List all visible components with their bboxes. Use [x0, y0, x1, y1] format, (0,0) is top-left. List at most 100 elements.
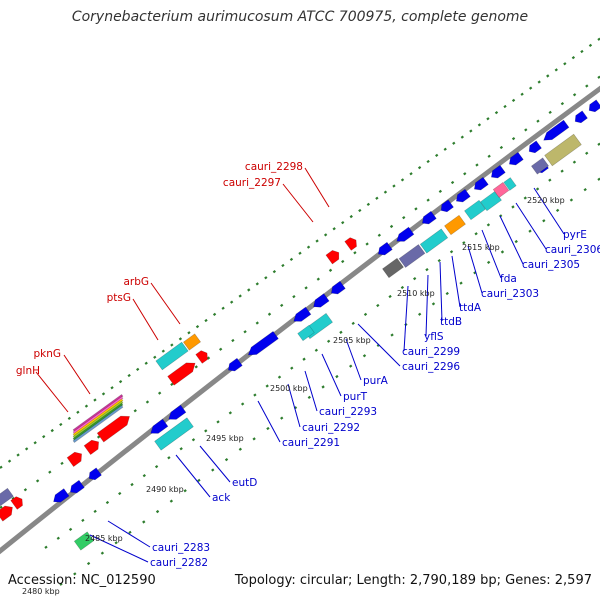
pink-feature [492, 182, 510, 198]
kbp-label: 2515 kbp [462, 243, 500, 252]
tick-mark [73, 572, 77, 576]
tick-mark [450, 180, 455, 185]
tick-mark [563, 62, 567, 66]
tick-mark [272, 269, 277, 274]
tick-mark [326, 339, 331, 343]
tick-mark [328, 268, 333, 272]
reverse-cds-feature-shape [574, 110, 588, 124]
tick-mark [341, 221, 345, 225]
tick-mark [474, 232, 478, 236]
tick-mark [224, 458, 229, 462]
cyan-feature-shape [503, 177, 517, 191]
forward-cds-feature-shape [325, 250, 340, 265]
tick-mark [437, 259, 441, 263]
leader-line [467, 245, 483, 294]
tick-mark [560, 101, 565, 106]
tick-mark [514, 239, 518, 244]
reverse-cds-feature-shape [543, 119, 570, 141]
accession-text: Accession: NC_012590 [8, 573, 156, 588]
tick-mark [546, 74, 550, 78]
reverse-cds-feature-shape [150, 418, 169, 434]
tick-mark [554, 68, 558, 72]
tick-mark [170, 343, 174, 347]
slate-feature [0, 487, 14, 507]
tick-mark [67, 416, 72, 420]
tick-mark [81, 518, 85, 523]
leader-line [425, 274, 429, 337]
tick-mark [255, 321, 259, 325]
leader-line [304, 370, 318, 412]
reverse-cds-feature [543, 119, 570, 141]
reverse-cds-feature [490, 164, 506, 179]
reverse-cds-feature [88, 467, 102, 481]
leader-line [35, 371, 69, 413]
leader-line [175, 454, 211, 498]
leader-line [499, 215, 524, 265]
kbp-label: 2510 kbp [397, 289, 435, 298]
leader-line [107, 520, 151, 548]
reverse-cds-feature [313, 293, 330, 308]
gene-label-pyrE: pyrE [563, 229, 587, 241]
tick-mark [413, 276, 417, 281]
leader-line [287, 383, 301, 428]
tick-mark [392, 184, 396, 188]
tick-mark [93, 509, 97, 514]
tick-mark [365, 242, 369, 246]
cyan-feature [419, 228, 449, 254]
kbp-label: 2505 kbp [333, 336, 371, 345]
tick-mark [42, 435, 46, 439]
tick-mark [528, 229, 532, 233]
tick-mark [414, 207, 418, 211]
forward-cds-feature-shape [66, 451, 82, 467]
forward-cds-feature [167, 362, 196, 386]
gene-label-ttdB: ttdB [440, 316, 462, 328]
tick-mark [170, 382, 174, 387]
forward-cds-feature [10, 496, 23, 510]
tick-mark [572, 93, 577, 97]
tick-mark [267, 312, 272, 316]
striped-feature [72, 394, 124, 432]
tick-mark [449, 250, 454, 254]
tick-mark [353, 251, 357, 255]
reverse-cds-feature [508, 151, 524, 166]
tick-mark [560, 169, 564, 173]
gene-label-eutD: eutD [232, 477, 257, 489]
tick-mark [280, 303, 284, 308]
tick-mark [153, 355, 157, 359]
leader-line [439, 261, 443, 322]
gene-label-fda: fda [500, 273, 517, 285]
tick-mark [585, 151, 589, 155]
labels-layer: glnH pknG ptsG arbG cauri_2297 cauri_2298caur… [16, 161, 600, 596]
gene-label-cauri_2303: cauri_2303 [481, 288, 539, 300]
tick-mark [351, 321, 355, 325]
tick-mark [528, 86, 533, 90]
tick-mark [363, 312, 368, 317]
tick-mark [289, 257, 294, 261]
leader-line [321, 353, 342, 397]
cyan-feature [297, 324, 315, 342]
khaki-feature-shape [544, 133, 582, 167]
tick-mark [425, 267, 429, 272]
green-feature [73, 531, 95, 551]
reverse-cds-feature [421, 210, 437, 225]
tick-mark [349, 214, 353, 219]
striped-feature [72, 396, 124, 435]
slate-feature-shape [0, 487, 14, 507]
gene-label-cauri_2305: cauri_2305 [522, 259, 580, 271]
reverse-cds-feature-shape [227, 357, 243, 372]
tick-mark [219, 347, 223, 351]
tick-mark [298, 251, 302, 255]
slate-feature-shape [398, 244, 426, 268]
reverse-cds-feature-shape [396, 226, 415, 242]
tick-mark [255, 282, 259, 286]
gray-feature [382, 257, 404, 279]
orange-feature [444, 214, 466, 236]
gene-label-cauri_2297: cauri_2297 [223, 177, 281, 189]
tick-mark [204, 429, 208, 433]
tick-mark [144, 361, 148, 365]
reverse-cds-feature [293, 306, 312, 322]
slate-feature-shape [530, 157, 550, 175]
tick-mark [520, 92, 524, 96]
tick-mark [50, 428, 54, 433]
reverse-cds-feature [69, 479, 85, 494]
